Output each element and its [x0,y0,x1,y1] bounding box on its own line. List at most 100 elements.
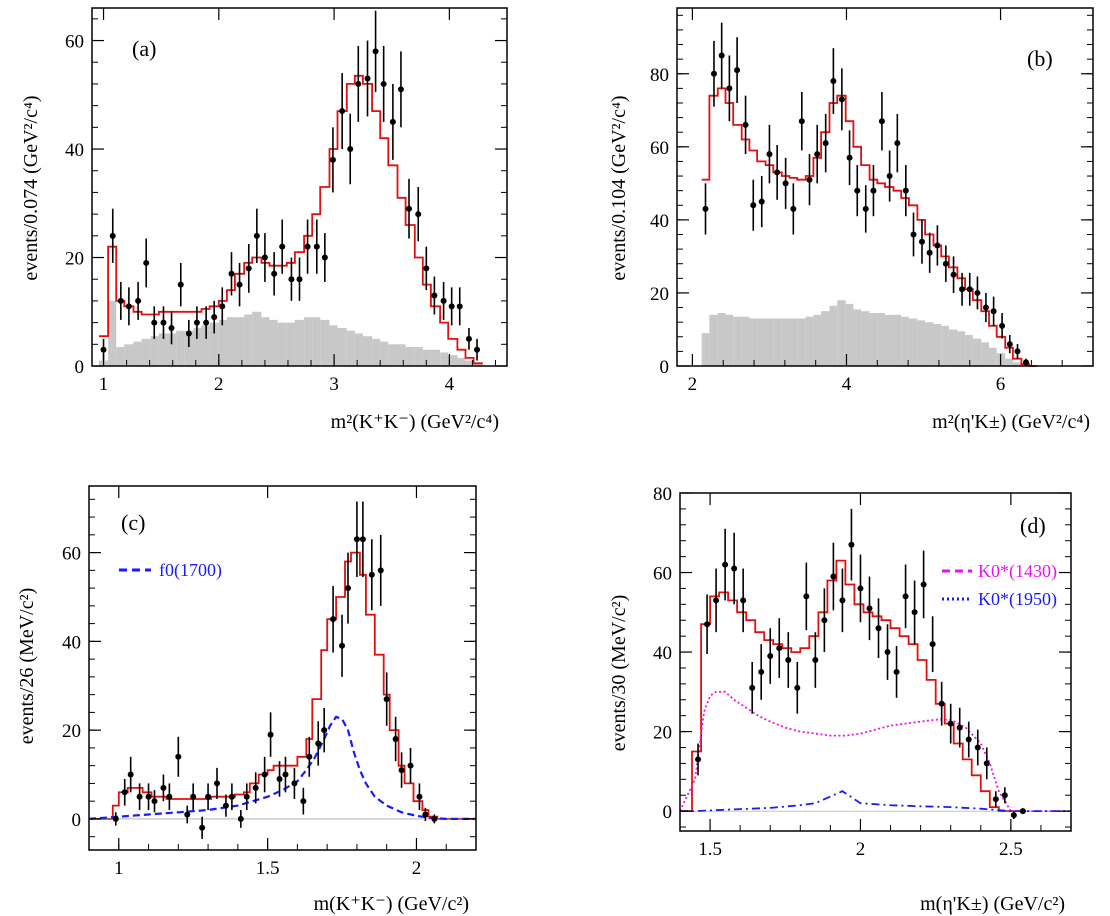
data-point [261,254,268,261]
data-point [929,641,936,648]
k0-1430-curve [679,690,1071,812]
fit-curve [89,551,476,820]
panel-label: (c) [121,510,145,535]
data-point [839,597,846,604]
shade-bin [989,347,997,366]
data-point [389,118,396,125]
data-point [121,789,128,796]
shade-bin [304,317,313,366]
shade-bin [749,318,758,366]
legend-label-k0-1430: K0*(1430) [978,561,1057,582]
shade-bin [933,323,942,366]
data-point [109,232,116,239]
shade-bin [234,317,245,366]
data-point [368,571,375,578]
data-point [276,775,283,782]
data-point [1001,792,1008,799]
y-tick-label: 40 [65,140,84,161]
data-point [893,668,900,675]
data-point [870,187,877,194]
shade-bin [176,330,185,366]
shade-bin [957,331,966,366]
data-point [168,325,175,332]
data-point [934,242,941,249]
data-point [315,740,322,747]
shade-bin [133,341,142,366]
shade-bin [116,347,125,366]
shade-bin [201,325,210,366]
data-point [236,281,243,288]
data-point [193,319,200,326]
data-point [742,121,749,128]
data-point [920,581,927,588]
data-point [296,276,303,283]
shade-bin [805,316,814,366]
shade-bin [893,314,902,366]
shade-bin [773,318,782,366]
data-points [695,508,1026,820]
shade-bin [709,314,718,366]
shade-bin [837,300,846,366]
data-point [918,238,925,245]
data-point [422,811,429,818]
data-point [938,700,945,707]
data-point [245,265,252,272]
data-point [838,96,845,103]
shade-bin [269,319,278,366]
x-tick-label: 2 [688,374,698,395]
data-point [875,625,882,632]
data-point [974,744,981,751]
data-point [465,335,472,342]
data-point [291,780,298,787]
data-point [812,657,819,664]
data-point [143,259,150,266]
shade-bin [252,311,262,366]
y-tick-label: 40 [653,643,672,664]
x-tick-label: 1.5 [698,839,722,860]
data-point [440,297,447,304]
panel-label: (a) [132,36,156,61]
component-curves [679,690,1071,812]
y-tick-label: 60 [62,544,81,565]
shade-bin [821,311,830,366]
plot-frame [679,492,1072,832]
shade-bin [422,349,431,366]
data-point [910,231,917,238]
shade-bin [861,311,870,366]
y-tick-label: 60 [65,32,84,53]
legend: K0*(1430) K0*(1950) [942,561,1057,610]
legend-label-k0-1950: K0*(1950) [978,589,1057,610]
data-point [112,815,119,822]
data-point [902,187,909,194]
component-curves [88,715,476,820]
y-axis-label: events/26 (MeV/c²) [16,588,38,745]
shade-bin [885,314,894,366]
data-point [252,784,259,791]
shade-bin [440,352,449,366]
shade-bin [193,328,202,366]
data-point [355,80,362,87]
shade-bin [781,318,790,366]
data-point [758,668,765,675]
data-point [377,567,384,574]
data-point [347,146,354,153]
shade-bin [218,319,227,366]
data-point [722,561,729,568]
data-point [175,753,182,760]
shade-bin [757,318,766,366]
shade-bin [972,338,982,366]
data-points [702,22,1029,366]
data-point [282,771,289,778]
data-point [321,727,328,734]
shade-bin [845,303,854,366]
data-point [886,173,893,180]
shade-bin [397,344,406,366]
data-point [750,202,757,209]
plot-frame [676,7,1094,367]
data-point [406,205,413,212]
shade-bin [741,316,750,366]
data-point [448,303,455,310]
x-tick-label: 6 [996,374,1006,395]
